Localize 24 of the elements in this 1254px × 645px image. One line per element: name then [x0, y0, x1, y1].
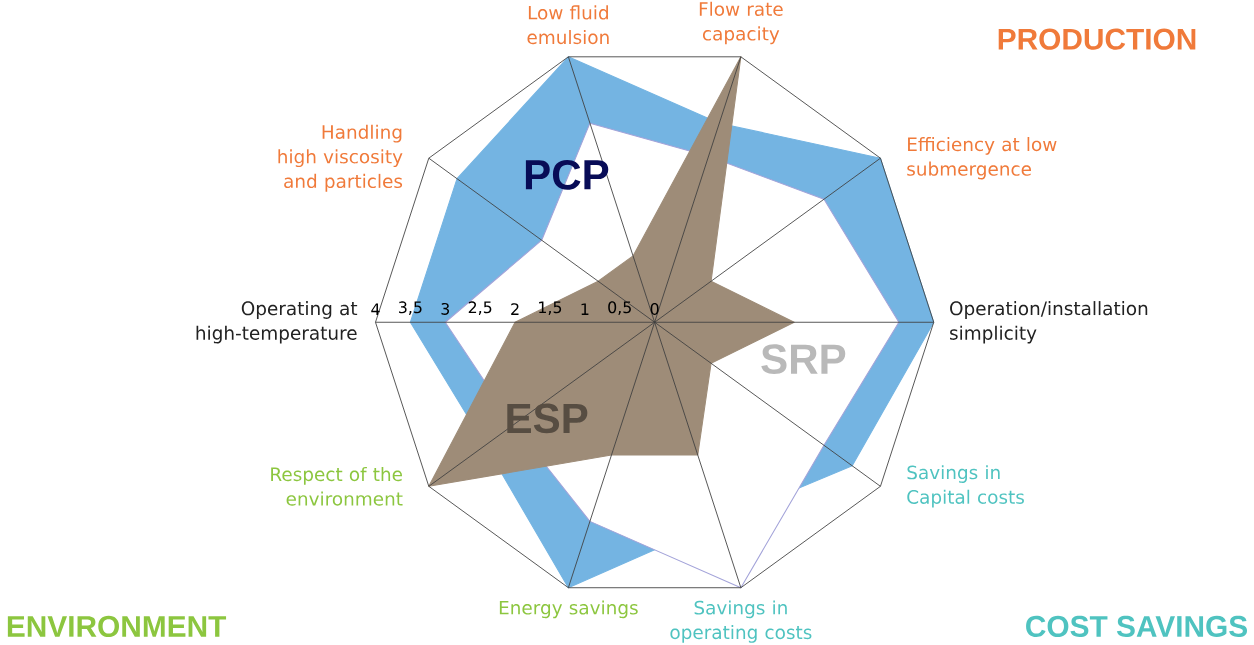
spoke-label: Savings in operating costs	[670, 600, 812, 643]
spoke-label: Energy savings	[499, 600, 638, 619]
y-tick-label: 1	[581, 303, 589, 316]
y-tick-label: 2,5	[468, 301, 492, 316]
spoke-label: Operation/installation simplicity	[950, 301, 1148, 344]
y-tick-label: 0	[650, 303, 659, 316]
series-label: ESP	[507, 403, 588, 434]
y-tick-label: 1,5	[539, 301, 562, 316]
spoke-label: Flow rate capacity	[699, 2, 783, 45]
y-tick-label: 0,5	[608, 301, 631, 316]
spoke-label: Low fluid emulsion	[527, 5, 609, 45]
series-label: SRP	[761, 344, 846, 375]
y-tick-label: 3	[441, 303, 450, 316]
y-tick-label: 4	[371, 303, 380, 316]
y-tick-label: 2	[511, 303, 519, 316]
spoke-label: Handling high viscosity and particles	[278, 124, 403, 192]
spoke-label: Respect of the environment	[271, 467, 403, 506]
y-tick-label: 3,5	[399, 301, 422, 316]
spoke-label: Efficiency at low submergence	[907, 137, 1057, 180]
text: COST SAVINGS	[1026, 616, 1248, 638]
text: ENVIRONMENT	[7, 616, 227, 638]
text: PRODUCTION	[998, 28, 1196, 50]
spoke-label: Operating at high-temperature	[196, 301, 358, 344]
spoke-label: Savings in Capital costs	[907, 465, 1024, 508]
